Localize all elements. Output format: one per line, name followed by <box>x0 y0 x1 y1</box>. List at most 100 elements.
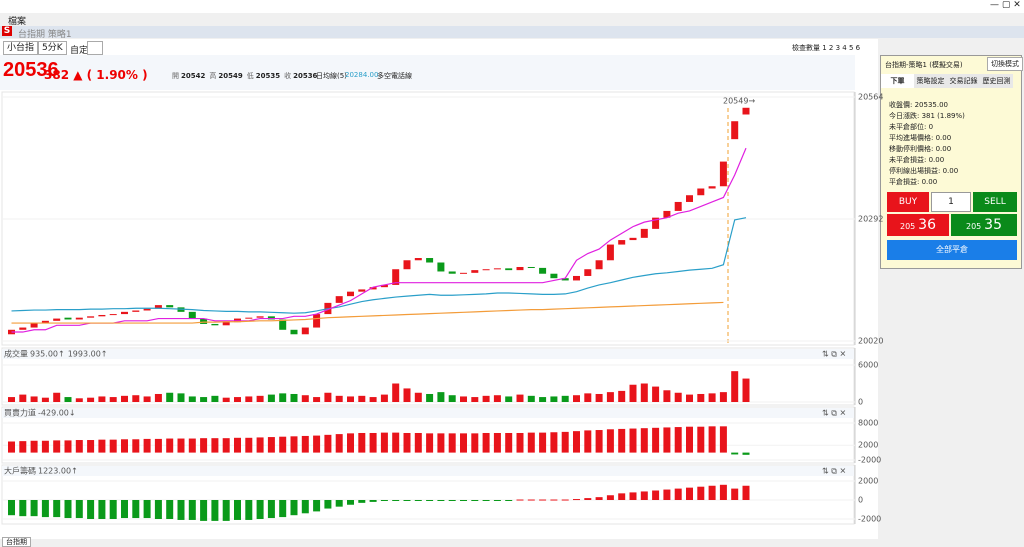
ask: 35 <box>984 217 1002 233</box>
bar <box>437 500 445 501</box>
symbol-select[interactable]: 小台指 <box>3 41 39 55</box>
bar <box>41 397 49 402</box>
candle <box>41 320 49 324</box>
bar <box>369 432 377 453</box>
info-line: 平均進場價格: 0.00 <box>889 134 952 142</box>
custom-input[interactable] <box>87 41 103 55</box>
bar <box>121 395 128 402</box>
candle <box>640 228 648 238</box>
candle <box>595 260 603 270</box>
ohlc-label: 低 <box>246 72 254 80</box>
bar <box>380 432 388 453</box>
info-line: 平倉損益: 0.00 <box>889 178 938 186</box>
indicator: -429.00↓ <box>38 409 76 418</box>
bar <box>211 395 219 402</box>
panel-title: 買賣力道 <box>4 408 36 418</box>
bar <box>731 488 739 500</box>
panel-header <box>2 408 854 418</box>
bar <box>313 500 321 512</box>
bar <box>663 489 671 500</box>
bar <box>493 500 501 501</box>
bar <box>573 395 580 402</box>
qty-input[interactable]: 1 <box>931 192 971 212</box>
bar <box>493 432 501 453</box>
bar <box>460 500 467 501</box>
bar <box>550 499 558 501</box>
candle <box>561 278 569 281</box>
bar <box>403 388 411 402</box>
bar <box>584 430 592 453</box>
candle <box>75 317 83 320</box>
bar <box>731 371 739 402</box>
bar <box>301 500 309 514</box>
bar <box>64 440 72 453</box>
bar <box>663 427 671 453</box>
indicator: 1993.00↑ <box>68 350 108 359</box>
bar <box>437 392 445 402</box>
candle <box>19 327 27 330</box>
candle <box>629 237 637 241</box>
sell-button[interactable]: SELL <box>973 192 1017 212</box>
bar <box>460 396 467 402</box>
bar <box>245 396 253 402</box>
bar <box>448 500 456 501</box>
bar <box>618 493 626 500</box>
bar <box>595 393 603 402</box>
candle <box>87 316 95 318</box>
bar <box>618 390 626 402</box>
bid-button[interactable]: 205 36 <box>887 214 949 236</box>
bar <box>482 432 490 453</box>
bar <box>584 393 592 402</box>
bar <box>211 438 219 453</box>
bar <box>708 393 716 402</box>
ask-button[interactable]: 205 35 <box>951 214 1017 236</box>
bar <box>41 440 49 453</box>
bar <box>561 499 569 501</box>
bar <box>200 438 208 453</box>
window-title: 台指期 策略1 <box>18 30 72 40</box>
bar <box>335 500 343 507</box>
bar <box>301 395 309 402</box>
y-tick-label: 20020 <box>858 337 883 346</box>
bar <box>448 433 456 453</box>
y-tick-label: 0 <box>858 398 863 407</box>
switch-mode[interactable]: 切換模式 <box>987 57 1023 71</box>
candle <box>719 161 727 187</box>
bar <box>652 490 660 500</box>
candle <box>109 314 117 316</box>
bar <box>505 432 513 453</box>
trade-panel: 台指期-策略1 (模擬交易) 切換模式 下單 策略設定 交易記錄 歷史回測 收盤價: … <box>880 55 1023 269</box>
close-all[interactable]: 全部平倉 <box>887 240 1017 260</box>
menu[interactable]: 檔案 <box>8 17 27 27</box>
bar <box>53 440 61 453</box>
candle <box>652 217 660 229</box>
bar <box>358 432 366 453</box>
tab[interactable]: 策略設定 <box>914 74 947 88</box>
indicator: 1223.00↑ <box>38 467 78 476</box>
bar <box>539 432 547 453</box>
candle <box>674 201 682 211</box>
candle <box>335 296 343 303</box>
candle <box>267 316 275 320</box>
y-tick-label: -2000 <box>858 456 881 465</box>
bar <box>154 500 162 519</box>
bar <box>132 500 140 519</box>
tab[interactable]: 交易記錄 <box>947 74 980 88</box>
tab[interactable]: 歷史回測 <box>980 74 1013 88</box>
panel-icons: ⇅ ⧉ ✕ <box>822 350 846 359</box>
bar <box>618 428 626 453</box>
tab[interactable]: 下單 <box>881 74 914 88</box>
bar <box>471 397 479 402</box>
bar <box>539 499 547 501</box>
candle <box>471 270 479 273</box>
interval-select[interactable]: 5分K <box>38 41 67 55</box>
buy-button[interactable]: BUY <box>887 192 929 212</box>
bar <box>550 396 558 402</box>
candle <box>606 244 614 261</box>
candle <box>618 240 626 245</box>
y-tick-label: 6000 <box>858 361 878 370</box>
ohlc-label: 高 <box>209 72 217 80</box>
ohlc: 開 20542 高 20549 低 20535 收 20536 <box>172 71 321 81</box>
bar <box>234 397 241 402</box>
panel-icons: ⇅ ⧉ ✕ <box>822 467 846 476</box>
